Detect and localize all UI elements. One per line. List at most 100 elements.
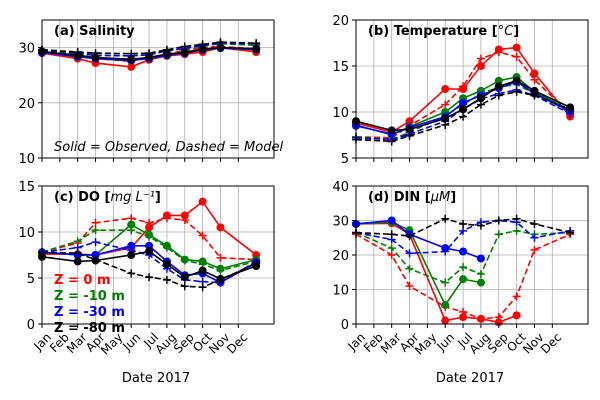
- data-point: [459, 263, 468, 272]
- data-point: [252, 259, 261, 268]
- data-point: [566, 105, 575, 114]
- data-point: [459, 226, 468, 235]
- data-point: [476, 314, 485, 323]
- data-point: [494, 216, 503, 225]
- data-point: [530, 91, 539, 100]
- data-point: [512, 76, 521, 85]
- data-point: [459, 275, 468, 284]
- data-point: [73, 249, 82, 258]
- data-point: [198, 45, 207, 54]
- series-line-6: [41, 250, 257, 280]
- legend-entry: Z = -80 m: [54, 321, 125, 336]
- y-tick-label: 0: [341, 318, 349, 333]
- data-point: [405, 117, 414, 126]
- data-point: [512, 52, 521, 61]
- data-point: [512, 292, 521, 301]
- data-point: [198, 197, 207, 206]
- data-point: [216, 253, 225, 262]
- data-point: [459, 105, 468, 114]
- data-point: [216, 266, 225, 275]
- y-tick-label: 10: [332, 284, 349, 299]
- data-point: [476, 278, 485, 287]
- xlabel-right: Date 2017: [436, 371, 504, 386]
- series-line-3: [41, 229, 257, 272]
- data-point: [512, 311, 521, 320]
- data-point: [476, 54, 485, 63]
- data-point: [180, 256, 189, 265]
- data-point: [91, 226, 100, 235]
- axes-frame: [41, 19, 275, 159]
- data-point: [73, 257, 82, 266]
- y-tick-label: 5: [341, 152, 349, 167]
- series-line-6: [355, 79, 571, 132]
- data-point: [441, 214, 450, 223]
- data-point: [91, 255, 100, 264]
- data-point: [252, 39, 261, 48]
- data-point: [387, 137, 396, 146]
- data-point: [91, 218, 100, 227]
- data-point: [216, 275, 225, 284]
- data-point: [145, 247, 154, 256]
- legend-entry: Z = -10 m: [54, 289, 125, 304]
- series-line-0: [355, 46, 571, 134]
- y-tick-label: 15: [332, 60, 349, 75]
- y-tick-label: 10: [18, 226, 35, 241]
- data-point: [494, 82, 503, 91]
- data-point: [73, 48, 82, 57]
- data-point: [180, 216, 189, 225]
- data-point: [180, 282, 189, 291]
- data-point: [441, 114, 450, 123]
- data-point: [91, 49, 100, 58]
- data-point: [198, 40, 207, 49]
- data-point: [405, 131, 414, 140]
- data-point: [387, 126, 396, 135]
- series-line-1: [41, 217, 257, 261]
- data-point: [494, 91, 503, 100]
- series-line-1: [355, 233, 571, 320]
- data-point: [180, 48, 189, 57]
- data-point: [387, 251, 396, 259]
- y-tick-label: 40: [332, 180, 349, 195]
- y-tick-label: 10: [332, 106, 349, 121]
- data-point: [512, 214, 521, 223]
- panel-3: 010203040JanFebMarAprMayJunJulAugSepOctN…: [332, 180, 589, 358]
- data-point: [530, 245, 539, 254]
- data-point: [180, 273, 189, 282]
- y-tick-label: 20: [332, 249, 349, 264]
- data-point: [459, 219, 468, 228]
- data-point: [387, 244, 396, 253]
- data-point: [405, 264, 414, 273]
- data-point: [216, 38, 225, 47]
- data-point: [530, 69, 539, 78]
- x-tick-label: Dec: [224, 330, 250, 356]
- panel-title: (b) Temperature [°C]: [368, 24, 519, 39]
- series-line-3: [355, 229, 571, 284]
- data-point: [127, 220, 136, 229]
- data-point: [441, 100, 450, 109]
- data-point: [494, 48, 503, 57]
- data-point: [145, 241, 154, 250]
- data-point: [162, 50, 171, 59]
- data-point: [459, 313, 468, 322]
- data-point: [127, 49, 136, 58]
- series-line-2: [355, 221, 482, 307]
- legend-entry: Z = 0 m: [54, 273, 111, 288]
- data-point: [162, 275, 171, 284]
- data-point: [441, 301, 450, 310]
- data-point: [145, 49, 154, 58]
- data-point: [198, 266, 207, 275]
- series-line-5: [355, 89, 571, 141]
- series-line-7: [355, 90, 571, 143]
- data-point: [198, 283, 207, 292]
- data-point: [405, 232, 414, 241]
- data-point: [459, 307, 468, 316]
- series-line-7: [41, 251, 257, 289]
- y-tick-label: 5: [27, 272, 35, 287]
- data-point: [476, 100, 485, 109]
- data-point: [252, 44, 261, 53]
- data-point: [494, 230, 503, 239]
- data-point: [530, 233, 539, 242]
- data-point: [145, 232, 154, 241]
- y-tick-label: 10: [18, 152, 35, 167]
